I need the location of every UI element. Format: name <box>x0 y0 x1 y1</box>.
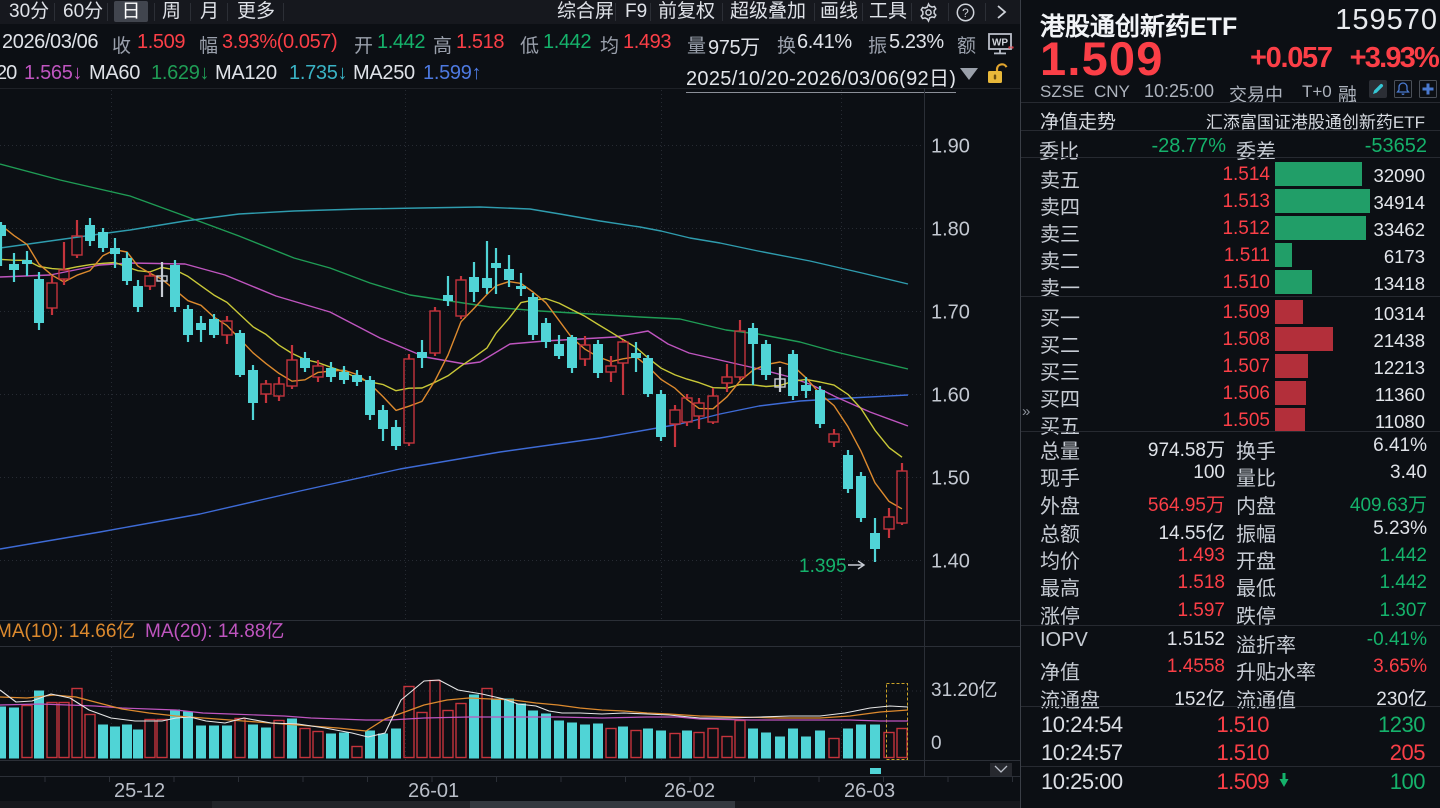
svg-text:25-12: 25-12 <box>114 780 165 802</box>
svg-text:26-03: 26-03 <box>844 780 895 802</box>
svg-text:26-02: 26-02 <box>664 780 715 802</box>
svg-text:1.70: 1.70 <box>931 302 970 324</box>
svg-text:WP: WP <box>992 38 1008 49</box>
svg-text:0: 0 <box>931 733 942 754</box>
svg-text:26-01: 26-01 <box>408 780 459 802</box>
svg-text:1.60: 1.60 <box>931 385 970 407</box>
svg-text:1.40: 1.40 <box>931 551 970 573</box>
svg-text:31.20亿: 31.20亿 <box>931 679 998 701</box>
svg-text:1.90: 1.90 <box>931 136 970 158</box>
svg-text:MA(20): 14.88亿: MA(20): 14.88亿 <box>145 620 284 642</box>
svg-text:1.395: 1.395 <box>799 556 847 577</box>
svg-text:?: ? <box>962 6 969 20</box>
svg-text:MA(10): 14.66亿: MA(10): 14.66亿 <box>0 620 135 642</box>
svg-text:1.50: 1.50 <box>931 468 970 490</box>
svg-text:1.80: 1.80 <box>931 219 970 241</box>
